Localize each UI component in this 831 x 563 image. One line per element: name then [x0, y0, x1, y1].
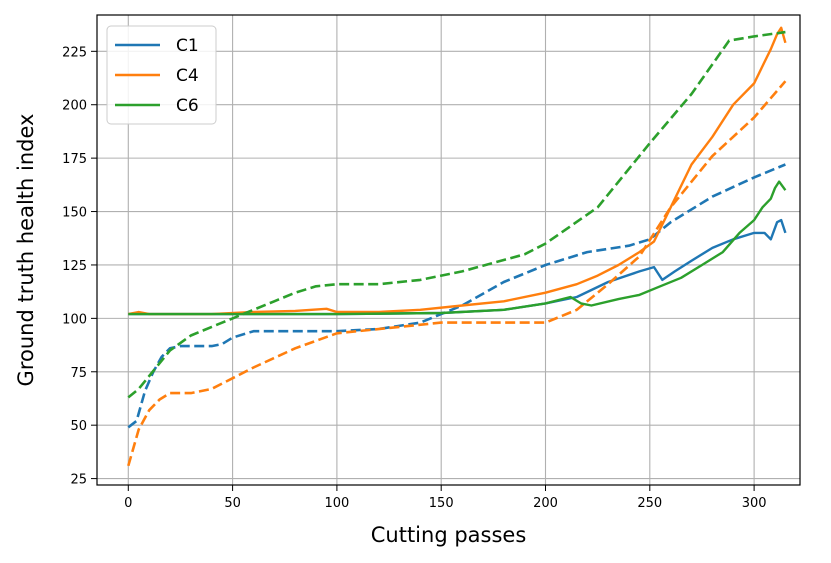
- plot-series: [127, 26, 787, 467]
- y-axis-title: Ground truth health index: [14, 114, 38, 387]
- legend-box: [106, 25, 217, 125]
- y-tick-label: 75: [70, 366, 87, 381]
- axis-ticks: 0 50 100 150 200 250 300 25 50 75 100 125 150 175 200 2…: [62, 45, 766, 511]
- legend-label-c1: C1: [176, 36, 199, 56]
- legend-label-c6: C6: [176, 96, 199, 116]
- y-tick-label: 125: [62, 259, 87, 274]
- x-axis-title: Cutting passes: [371, 523, 527, 547]
- legend: C1 C4 C6: [106, 25, 217, 125]
- plot-frame: [96, 14, 801, 486]
- y-tick-label: 175: [62, 152, 87, 167]
- y-tick-label: 100: [62, 312, 87, 327]
- grid-lines: [97, 15, 800, 485]
- y-tick-label: 225: [62, 45, 87, 60]
- y-tick-label: 150: [62, 206, 87, 221]
- series-c6-dashed-line: [127, 30, 786, 399]
- legend-label-c4: C4: [176, 66, 199, 86]
- x-tick-label: 0: [124, 496, 132, 511]
- x-tick-label: 50: [224, 496, 241, 511]
- series-c4-solid-line: [128, 26, 787, 316]
- x-tick-label: 300: [742, 496, 767, 511]
- x-tick-label: 250: [637, 496, 662, 511]
- series-c6-solid-line: [128, 180, 787, 316]
- y-tick-label: 25: [70, 473, 87, 488]
- x-tick-label: 100: [324, 496, 349, 511]
- y-tick-label: 50: [70, 419, 87, 434]
- x-tick-label: 150: [429, 496, 454, 511]
- y-tick-label: 200: [62, 99, 87, 114]
- x-tick-label: 200: [533, 496, 558, 511]
